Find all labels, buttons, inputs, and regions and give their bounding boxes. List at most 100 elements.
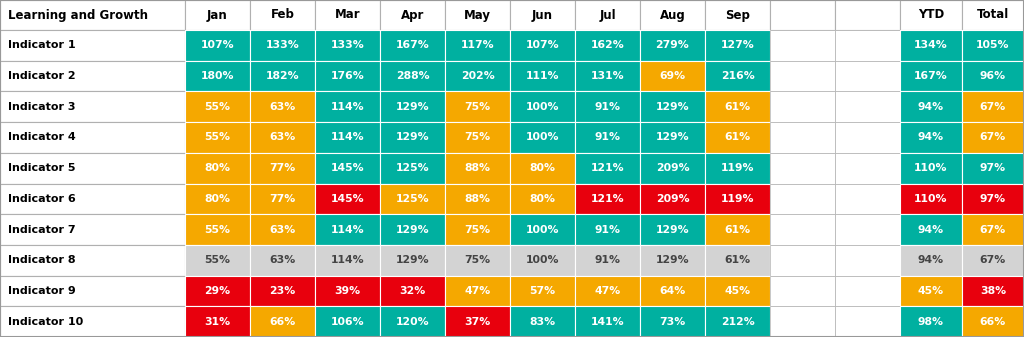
Text: 88%: 88% [465, 163, 490, 173]
Bar [640, 61, 705, 91]
Bar [185, 184, 250, 214]
Bar [510, 30, 575, 61]
Text: 66%: 66% [269, 317, 296, 327]
Text: 129%: 129% [655, 102, 689, 112]
Bar [250, 306, 315, 337]
Bar [575, 61, 640, 91]
Text: Jul: Jul [599, 8, 615, 22]
Text: 61%: 61% [724, 132, 751, 143]
Text: 167%: 167% [395, 40, 429, 50]
Bar [0, 61, 185, 91]
Text: 209%: 209% [655, 163, 689, 173]
Text: 29%: 29% [205, 286, 230, 296]
Text: 45%: 45% [918, 286, 944, 296]
Text: Indicator 8: Indicator 8 [8, 255, 76, 265]
Bar [705, 0, 770, 30]
Text: 129%: 129% [395, 102, 429, 112]
Bar [185, 122, 250, 153]
Bar [445, 276, 510, 306]
Bar [315, 184, 380, 214]
Text: Feb: Feb [270, 8, 295, 22]
Bar [510, 306, 575, 337]
Bar [445, 122, 510, 153]
Bar [640, 184, 705, 214]
Bar [185, 306, 250, 337]
Text: 97%: 97% [980, 163, 1006, 173]
Bar [250, 184, 315, 214]
Bar [510, 91, 575, 122]
Bar [250, 153, 315, 184]
Text: 64%: 64% [659, 286, 686, 296]
Text: YTD: YTD [918, 8, 944, 22]
Bar [575, 306, 640, 337]
Text: 129%: 129% [655, 224, 689, 235]
Bar [445, 184, 510, 214]
Bar [900, 214, 962, 245]
Text: 125%: 125% [395, 194, 429, 204]
Text: 80%: 80% [529, 163, 555, 173]
Text: 117%: 117% [461, 40, 495, 50]
Bar [315, 214, 380, 245]
Bar [0, 306, 185, 337]
Bar [705, 122, 770, 153]
Text: 91%: 91% [595, 102, 621, 112]
Text: 73%: 73% [659, 317, 686, 327]
Bar [705, 245, 770, 276]
Text: 180%: 180% [201, 71, 234, 81]
Bar [835, 61, 900, 91]
Bar [835, 30, 900, 61]
Text: 133%: 133% [331, 40, 365, 50]
Bar [705, 306, 770, 337]
Bar [0, 153, 185, 184]
Bar [770, 91, 835, 122]
Bar [770, 153, 835, 184]
Text: 131%: 131% [591, 71, 625, 81]
Bar [900, 122, 962, 153]
Text: 100%: 100% [525, 132, 559, 143]
Bar [962, 61, 1024, 91]
Bar [962, 153, 1024, 184]
Text: Indicator 2: Indicator 2 [8, 71, 76, 81]
Bar [185, 91, 250, 122]
Bar [380, 214, 445, 245]
Bar [380, 61, 445, 91]
Bar [705, 91, 770, 122]
Text: Indicator 7: Indicator 7 [8, 224, 76, 235]
Text: 94%: 94% [918, 102, 944, 112]
Text: 66%: 66% [980, 317, 1007, 327]
Text: 94%: 94% [918, 132, 944, 143]
Text: Total: Total [977, 8, 1009, 22]
Bar [705, 214, 770, 245]
Text: 55%: 55% [205, 102, 230, 112]
Bar [445, 30, 510, 61]
Bar [510, 214, 575, 245]
Text: 129%: 129% [395, 224, 429, 235]
Text: 129%: 129% [395, 255, 429, 265]
Bar [315, 122, 380, 153]
Text: 63%: 63% [269, 102, 296, 112]
Text: 47%: 47% [464, 286, 490, 296]
Bar [315, 306, 380, 337]
Text: Indicator 1: Indicator 1 [8, 40, 76, 50]
Bar [835, 91, 900, 122]
Bar [705, 276, 770, 306]
Bar [445, 0, 510, 30]
Bar [770, 122, 835, 153]
Text: 91%: 91% [595, 224, 621, 235]
Text: 114%: 114% [331, 224, 365, 235]
Bar [770, 276, 835, 306]
Bar [900, 0, 962, 30]
Text: 63%: 63% [269, 224, 296, 235]
Bar [640, 0, 705, 30]
Bar [770, 0, 835, 30]
Bar [0, 122, 185, 153]
Bar [380, 245, 445, 276]
Bar [575, 214, 640, 245]
Text: 97%: 97% [980, 194, 1006, 204]
Bar [315, 276, 380, 306]
Bar [445, 306, 510, 337]
Text: 57%: 57% [529, 286, 556, 296]
Text: 182%: 182% [265, 71, 299, 81]
Bar [770, 214, 835, 245]
Bar [835, 276, 900, 306]
